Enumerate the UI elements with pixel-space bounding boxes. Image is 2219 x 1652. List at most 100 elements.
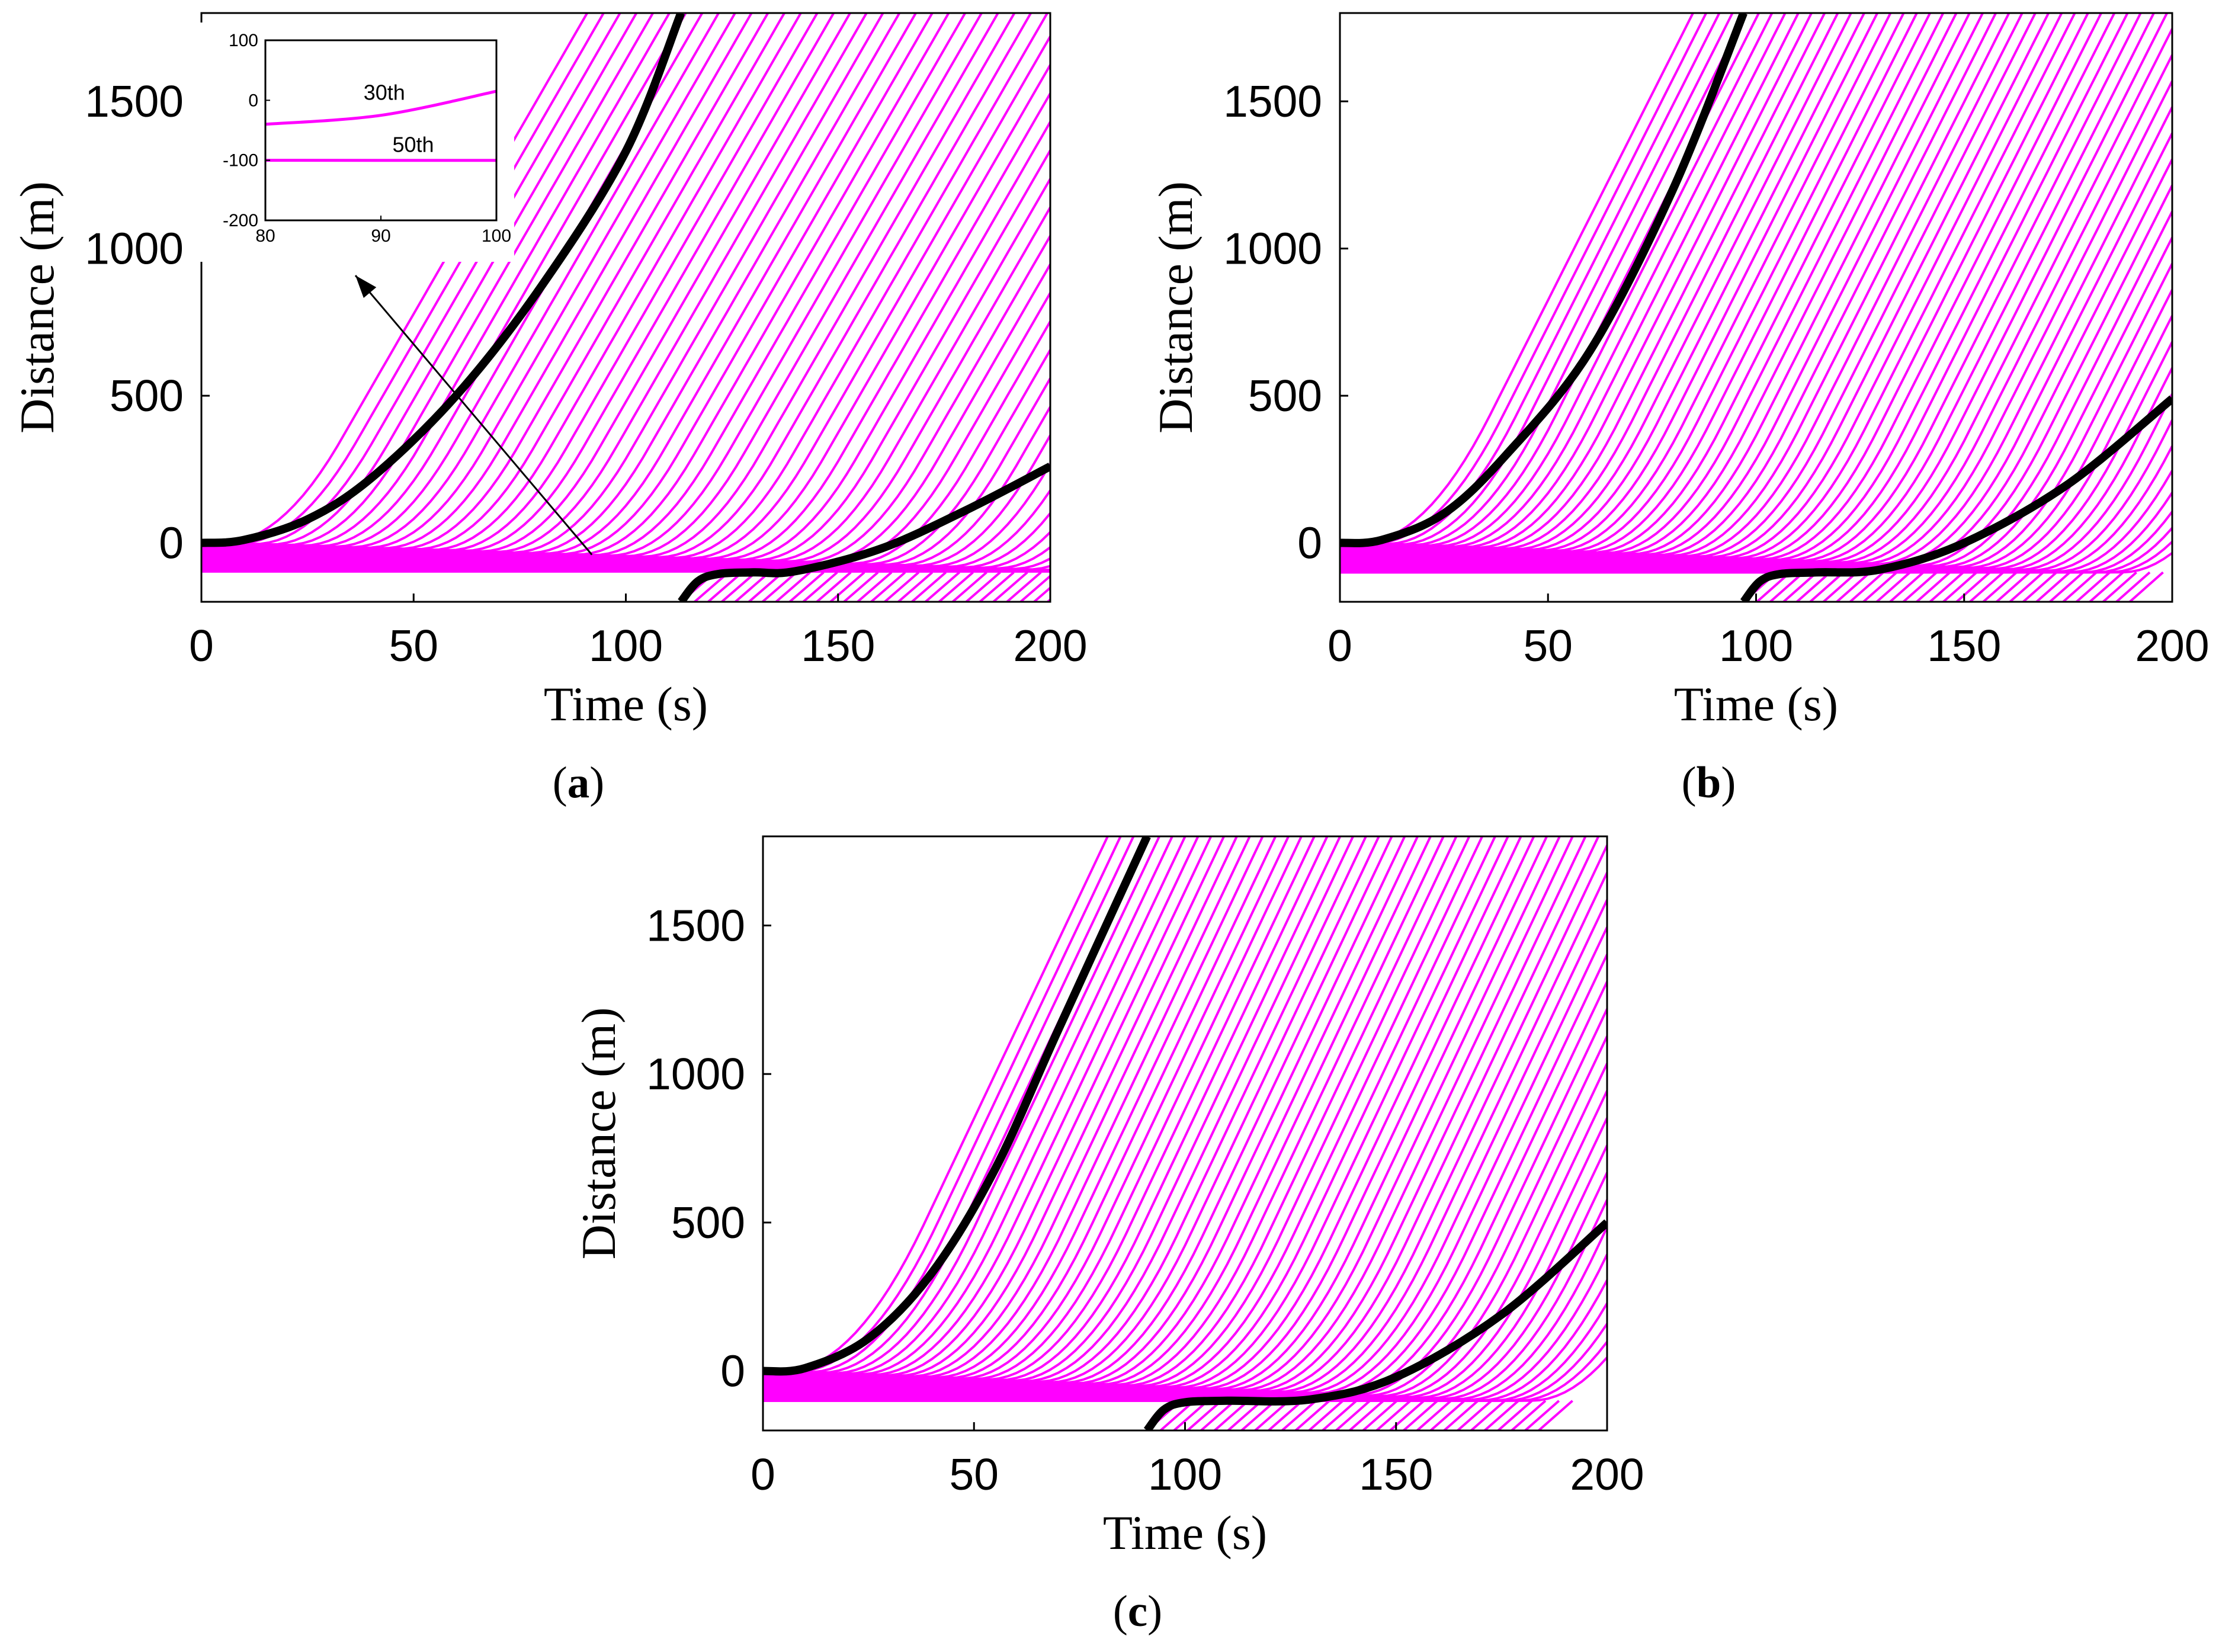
arrival-trajectory: [2049, 571, 2084, 602]
vehicle-trajectory: [763, 845, 1607, 1393]
arrival-trajectory: [1916, 571, 1951, 602]
vehicle-trajectory: [763, 836, 1535, 1390]
vehicle-trajectory: [763, 836, 1471, 1387]
vehicle-trajectory: [1340, 13, 1747, 547]
arrival-trajectory: [788, 571, 825, 602]
x-tick-label: 200: [1013, 621, 1087, 671]
arrival-trajectory: [1214, 1400, 1249, 1430]
vehicle-trajectory: [1340, 551, 2172, 574]
vehicle-trajectory: [763, 836, 1522, 1390]
arrival-trajectory: [1538, 1400, 1573, 1430]
arrival-trajectory: [735, 571, 770, 602]
lead-curve: [201, 13, 685, 547]
arrival-trajectory: [1268, 1400, 1303, 1430]
y-tick-label: 1000: [1223, 224, 1322, 274]
y-tick-label: 500: [110, 371, 184, 421]
y-tick-label: 500: [1248, 371, 1322, 421]
y-axis-label: Distance (m): [1149, 181, 1203, 434]
arrival-trajectory: [884, 571, 920, 602]
arrival-trajectory: [1497, 1400, 1533, 1430]
vehicle-trajectory: [763, 836, 1122, 1373]
inset-y-tick-label: 0: [248, 91, 258, 110]
vehicle-trajectory: [1340, 13, 1708, 545]
arrival-trajectory: [1375, 1400, 1412, 1430]
lead-curves-layer: [201, 13, 1050, 602]
x-axis-label: Time (s): [1674, 677, 1838, 731]
arrival-trajectory: [1019, 574, 1050, 602]
zoom-arrow-line: [354, 275, 593, 556]
vehicle-trajectory: [1340, 184, 2172, 567]
vehicle-trajectory: [763, 836, 1213, 1377]
y-tick-label: 0: [1297, 518, 1322, 568]
panel-c: 0 50 100 150 200 0 500 1000 1500 Time (s) Distan…: [572, 835, 1644, 1636]
panel-caption: (a): [553, 758, 604, 807]
lead-curve: [1340, 13, 1747, 547]
trajectories-layer: [1340, 13, 2172, 602]
y-tick-label: 1500: [646, 900, 745, 950]
arrival-trajectory: [979, 571, 1015, 602]
arrival-trajectory: [816, 571, 852, 602]
arrival-trajectory: [1862, 571, 1898, 602]
x-tick-label: 0: [751, 1449, 775, 1499]
vehicle-trajectory: [763, 836, 1587, 1393]
vehicle-trajectory: [763, 1117, 1607, 1398]
vehicle-trajectory: [1340, 13, 1734, 546]
zoom-arrow: [354, 275, 593, 556]
x-tick-label: 100: [1719, 621, 1793, 671]
y-tick-label: 1500: [85, 76, 184, 126]
arrival-trajectory: [1294, 1400, 1330, 1430]
arrival-trajectory: [857, 571, 893, 602]
plot-frame: [762, 835, 1608, 1432]
x-tick-label: 150: [1927, 621, 2001, 671]
arrival-trajectory: [1281, 1400, 1317, 1430]
arrival-trajectory: [2115, 571, 2151, 602]
vehicle-trajectory: [763, 836, 1484, 1388]
arrival-trajectory: [1173, 1400, 1209, 1430]
arrival-trajectory: [897, 571, 934, 602]
x-tick-label: 50: [389, 621, 438, 671]
lead-curve: [763, 836, 1151, 1376]
arrival-trajectory: [1511, 1400, 1547, 1430]
arrival-trajectory: [1782, 571, 1818, 602]
lead-curve: [678, 463, 1050, 602]
x-tick-label: 0: [189, 621, 214, 671]
arrival-trajectory: [1416, 1400, 1452, 1430]
vehicle-trajectory: [201, 13, 622, 546]
arrival-trajectory: [802, 571, 838, 602]
vehicle-trajectory: [763, 836, 1419, 1385]
arrival-trajectory: [2035, 571, 2071, 602]
arrival-trajectory: [1443, 1400, 1479, 1430]
arrival-trajectory: [1362, 1400, 1398, 1430]
y-axis-label: Distance (m): [572, 1008, 626, 1260]
arrival-trajectory: [1254, 1400, 1290, 1430]
arrival-trajectory: [1200, 1400, 1236, 1430]
arrival-trajectory: [829, 571, 865, 602]
x-tick-label: 50: [950, 1449, 999, 1499]
y-tick-label: 500: [671, 1198, 745, 1247]
arrival-trajectory: [1227, 1400, 1263, 1430]
arrival-trajectory: [938, 571, 974, 602]
caption-letter: a: [567, 758, 590, 807]
arrival-trajectory: [1996, 571, 2031, 602]
arrival-trajectory: [761, 571, 797, 602]
zoom-arrow-head: [355, 275, 377, 299]
arrival-trajectory: [1047, 598, 1050, 602]
arrival-trajectory: [992, 571, 1028, 602]
arrival-trajectory: [870, 571, 906, 602]
vehicle-trajectory: [1340, 13, 1787, 548]
x-tick-label: 150: [801, 621, 875, 671]
arrival-trajectory: [2129, 571, 2164, 602]
inset-x-tick-label: 80: [255, 226, 275, 246]
vehicle-trajectory: [763, 836, 1174, 1375]
vehicle-trajectory: [201, 13, 671, 547]
lead-curves-layer: [1340, 13, 2172, 602]
arrival-trajectory: [1187, 1400, 1223, 1430]
trajectories-layer: [201, 13, 1050, 602]
inset-y-tick-label: 100: [229, 31, 258, 50]
vehicle-trajectory: [763, 836, 1148, 1374]
panel-caption: (c): [1113, 1587, 1162, 1636]
